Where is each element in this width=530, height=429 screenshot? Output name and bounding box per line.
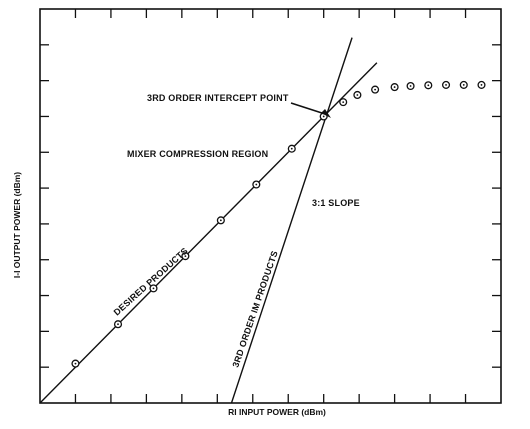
- y-axis-title: I-I OUTPUT POWER (dBm): [12, 172, 22, 278]
- x-axis-title: RI INPUT POWER (dBm): [228, 407, 326, 417]
- marker-layer: [71, 80, 486, 368]
- axis-title-layer: RI INPUT POWER (dBm) I-I OUTPUT POWER (d…: [12, 172, 326, 417]
- desired-products-label: DESIRED PRODUCTS: [112, 246, 190, 318]
- data-point-center: [184, 255, 187, 258]
- plot-frame-layer: [39, 8, 502, 404]
- intercept-arrow-head: [321, 109, 331, 118]
- annotation-layer: 3RD ORDER INTERCEPT POINT MIXER COMPRESS…: [112, 93, 360, 369]
- intercept-arrow-line: [290, 102, 326, 115]
- data-point-center: [219, 219, 222, 222]
- tick-layer: [40, 9, 501, 403]
- data-point-center: [445, 84, 447, 86]
- data-point-center: [462, 84, 465, 86]
- data-point-center: [393, 86, 396, 88]
- data-point-center: [117, 323, 119, 326]
- compression-region-label: MIXER COMPRESSION REGION: [127, 149, 268, 159]
- data-point-center: [356, 94, 359, 96]
- im-products-line: [230, 37, 353, 404]
- data-point-center: [152, 287, 155, 290]
- plot-frame: [39, 8, 502, 404]
- desired-products-line: [39, 62, 378, 404]
- data-point-center: [255, 183, 258, 186]
- intercept-point-label: 3RD ORDER INTERCEPT POINT: [147, 93, 289, 103]
- data-point-center: [74, 362, 77, 365]
- data-point-center: [427, 84, 430, 87]
- data-point-center: [342, 101, 345, 104]
- series-line-layer: [39, 37, 378, 404]
- im-products-label: 3RD ORDER IM PRODUCTS: [230, 249, 279, 368]
- data-point-center: [374, 88, 377, 91]
- data-point-center: [409, 85, 412, 87]
- data-point-center: [480, 84, 483, 86]
- data-point-center: [290, 147, 293, 150]
- data-point-center: [322, 115, 325, 118]
- slope-label: 3:1 SLOPE: [312, 198, 360, 208]
